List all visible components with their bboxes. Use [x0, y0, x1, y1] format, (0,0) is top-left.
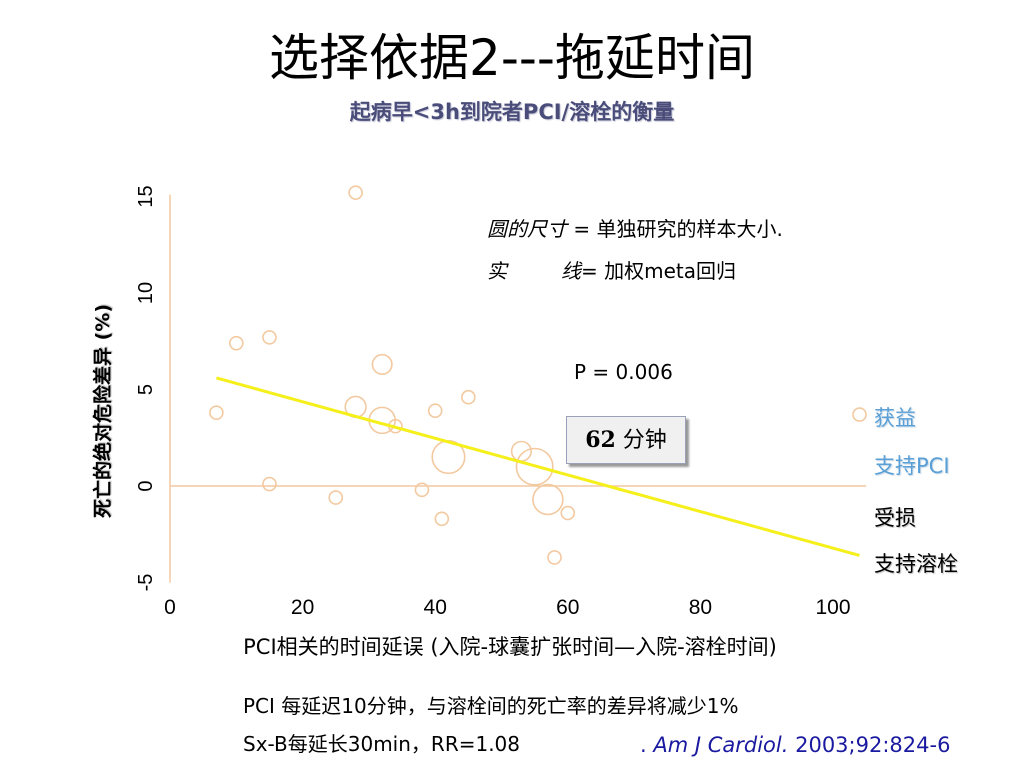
x-tick-labels: 0 20 40 60 80 100 — [164, 596, 850, 619]
study-circle-21 — [852, 407, 867, 422]
y-tick--5: -5 — [135, 574, 157, 592]
study-circle-2 — [229, 335, 244, 351]
legend-equals: = — [567, 217, 597, 241]
legend-key-circle-size: 圆的尺寸 — [487, 217, 567, 241]
study-circle-17 — [515, 447, 554, 486]
citation: . Am J Cardiol. 2003;92:824-6 — [640, 733, 950, 757]
study-circle-5 — [209, 405, 224, 420]
legend-value-meta-regression: 加权meta回归 — [604, 259, 737, 283]
note-line-2: Sx-B每延长30min，RR=1.08 — [243, 732, 521, 756]
note-line-1: PCI 每延迟10分钟，与溶栓间的死亡率的差异将减少1% — [243, 694, 739, 718]
slide-title: 选择依据2---拖延时间 — [269, 29, 755, 87]
x-tick-80: 80 — [689, 596, 712, 619]
y-tick-15: 15 — [135, 185, 157, 207]
study-circle-4 — [371, 353, 393, 375]
legend-value-sample-size: 单独研究的样本大小. — [596, 217, 783, 241]
x-tick-20: 20 — [291, 596, 314, 619]
regression-line — [216, 376, 860, 557]
y-tick-0: 0 — [135, 480, 157, 491]
side-label-favor-lysis: 支持溶栓 — [874, 552, 958, 576]
study-circle-13 — [328, 490, 344, 505]
legend-key-solid-a: 实 — [487, 259, 507, 283]
legend-key-solid-b: 线 — [561, 259, 581, 283]
x-axis-title: PCI相关的时间延误 (入院-球囊扩张时间—入院-溶栓时间) — [243, 635, 777, 659]
study-circle-9 — [427, 403, 443, 419]
x-tick-0: 0 — [164, 596, 176, 619]
box-number: 62 — [585, 427, 616, 453]
y-tick-5: 5 — [135, 384, 157, 395]
y-axis-title: 死亡的绝对危险差异 (%) — [92, 303, 114, 518]
study-circle-10 — [461, 389, 476, 405]
citation-prefix: . — [640, 733, 654, 757]
study-circle-12 — [262, 476, 277, 492]
x-tick-100: 100 — [815, 596, 850, 619]
x-tick-40: 40 — [424, 596, 447, 619]
side-label-harm: 受损 — [874, 506, 916, 530]
p-value: P = 0.006 — [574, 360, 673, 384]
study-circle-1 — [348, 185, 363, 200]
citation-journal: Am J Cardiol. — [653, 733, 789, 757]
slide-subtitle: 起病早<3h到院者PCI/溶栓的衡量 — [349, 100, 675, 124]
legend-row-circle-size: 圆的尺寸 = 单独研究的样本大小. — [487, 213, 783, 242]
study-circle-16 — [510, 440, 532, 462]
sixty-two-minutes-box: 62 分钟 — [566, 416, 686, 464]
citation-rest: 2003;92:824-6 — [788, 733, 951, 757]
box-unit: 分钟 — [615, 428, 667, 453]
study-circle-19 — [560, 505, 576, 521]
legend-row-solid-line: 实 线= 加权meta回归 — [487, 255, 736, 284]
study-circle-3 — [262, 330, 277, 345]
side-label-favor-pci: 支持PCI — [874, 454, 950, 478]
study-circle-15 — [434, 511, 450, 527]
y-tick-labels: -5 0 5 10 15 — [135, 185, 157, 591]
study-circles — [209, 185, 867, 565]
study-circle-20 — [547, 550, 562, 565]
side-label-benefit: 获益 — [874, 406, 916, 430]
x-tick-60: 60 — [556, 596, 579, 619]
y-tick-10: 10 — [135, 282, 157, 304]
study-circle-18 — [532, 483, 564, 516]
legend-equals-2: = — [581, 259, 605, 283]
study-circle-14 — [414, 482, 430, 498]
